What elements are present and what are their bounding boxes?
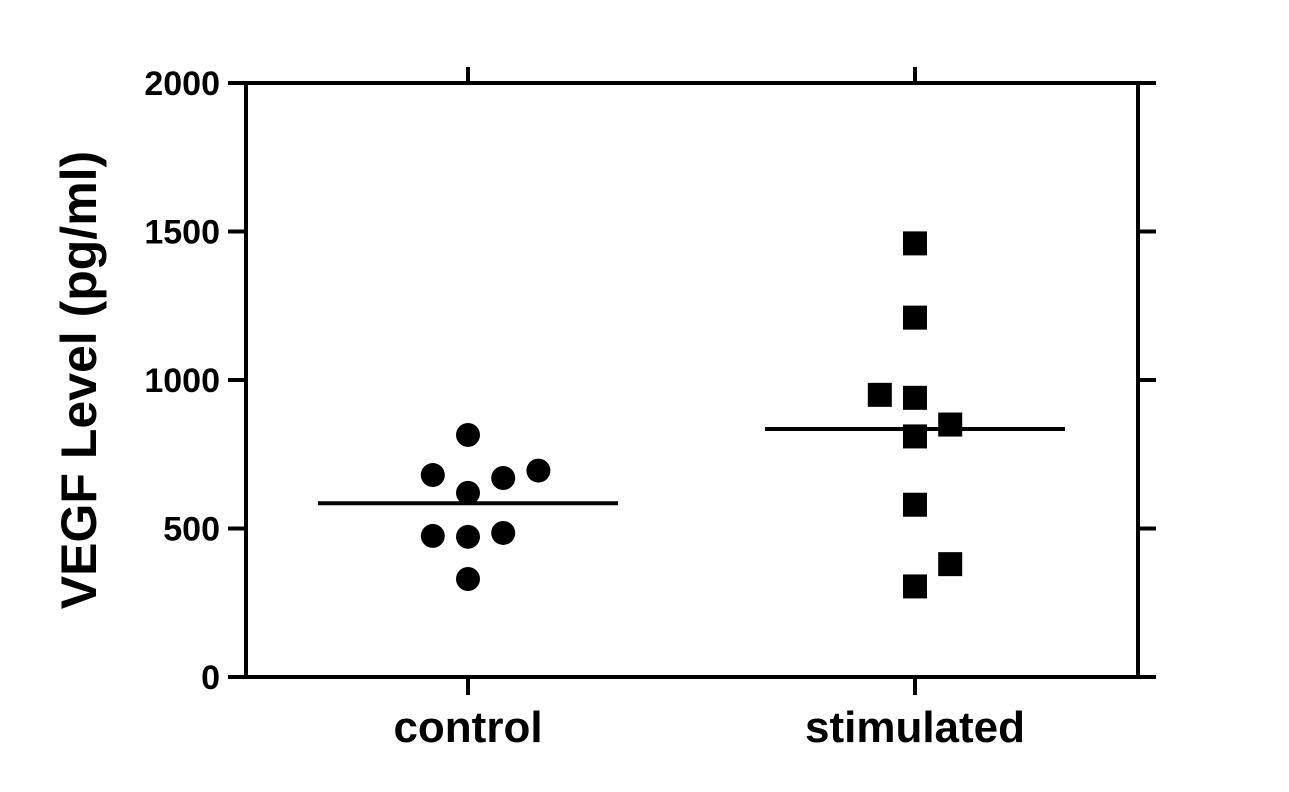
data-point-stimulated: [903, 492, 927, 517]
data-point-control: [456, 480, 480, 505]
x-category-label: control: [393, 703, 542, 752]
y-tick-label: 2000: [144, 65, 220, 103]
data-point-stimulated: [938, 412, 963, 437]
y-tick-label: 500: [163, 511, 220, 549]
data-point-control: [526, 458, 551, 483]
data-point-stimulated: [903, 574, 927, 599]
data-point-stimulated: [903, 305, 927, 330]
data-point-control: [420, 463, 445, 488]
data-point-control: [456, 566, 480, 591]
x-category-label: stimulated: [805, 703, 1025, 752]
plot-border: [244, 81, 1140, 679]
y-axis-title: VEGF Level (pg/ml): [51, 151, 107, 609]
x-axis-ticks: control stimulated: [393, 67, 1025, 752]
y-tick-label: 1000: [144, 362, 220, 400]
data-point-control: [456, 422, 480, 447]
data-point-control: [456, 524, 480, 549]
median-lines: [318, 427, 1065, 506]
y-tick-label: 0: [201, 659, 220, 697]
data-points: [420, 231, 963, 599]
data-point-control: [420, 523, 445, 548]
data-point-stimulated: [867, 382, 892, 407]
data-point-stimulated: [938, 552, 963, 577]
y-tick-label: 1500: [144, 214, 220, 252]
data-point-stimulated: [903, 385, 927, 410]
data-point-stimulated: [903, 231, 927, 256]
data-point-control: [491, 466, 516, 491]
y-axis-ticks: 0 500 1000 1500 2000: [144, 65, 1156, 697]
plot-frame: [244, 81, 1140, 679]
data-point-control: [491, 520, 516, 545]
